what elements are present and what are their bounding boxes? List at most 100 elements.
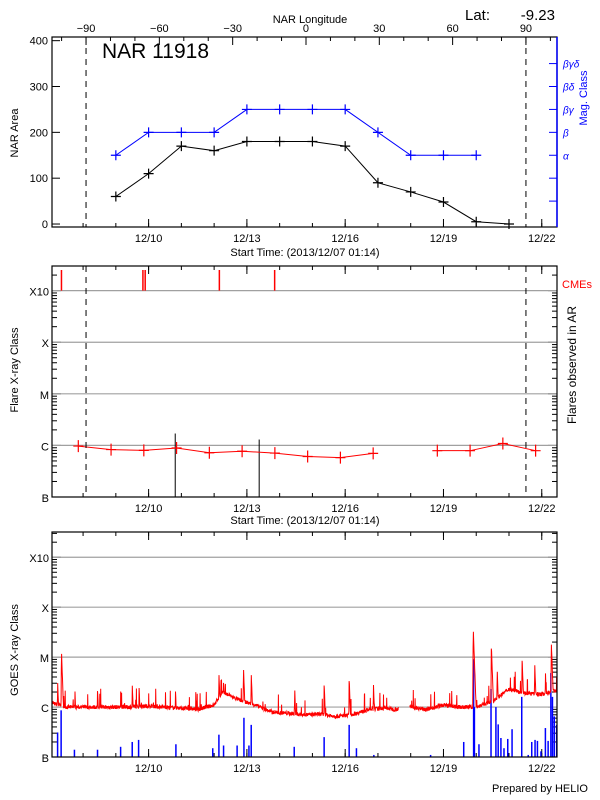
- x-tick-label: 12/16: [331, 763, 359, 775]
- x-tick-label: 12/16: [331, 233, 359, 245]
- x-tick-label: 12/10: [135, 503, 163, 515]
- mag-axis-title: Mag. Class: [578, 70, 590, 126]
- flare-level-marker: [269, 447, 280, 460]
- area-marker: [143, 168, 154, 179]
- lat-label: Lat:: [465, 7, 490, 24]
- top-axis-title: NAR Longitude: [273, 14, 348, 26]
- lon-tick-label: −60: [150, 23, 169, 35]
- flare-level-marker: [204, 446, 215, 459]
- mag-tick-label: α: [563, 151, 569, 162]
- area-marker: [241, 136, 252, 147]
- mag-marker: [340, 104, 351, 115]
- class-tick-label: M: [40, 390, 49, 402]
- panel-frame: [51, 531, 558, 758]
- flare-level-marker: [171, 442, 182, 455]
- flare-level-marker: [237, 445, 248, 458]
- mag-tick-label: βδ: [562, 83, 575, 94]
- mag-marker: [143, 127, 154, 138]
- goes-long-line: [51, 631, 558, 720]
- lon-tick-label: −90: [77, 23, 96, 35]
- mag-tick-label: β: [562, 128, 569, 139]
- lon-tick-label: −30: [223, 23, 242, 35]
- mag-tick-label: βγδ: [562, 60, 580, 71]
- mag-marker: [438, 150, 449, 161]
- mag-marker: [405, 150, 416, 161]
- flare-level-marker: [530, 444, 541, 457]
- x-tick-label: 12/16: [331, 503, 359, 515]
- area-marker: [307, 136, 318, 147]
- flare-level-marker: [497, 437, 508, 450]
- mag-line: [115, 108, 477, 156]
- mag-marker: [307, 104, 318, 115]
- mag-marker: [241, 104, 252, 115]
- x-tick-label: 12/13: [233, 763, 261, 775]
- area-marker: [274, 136, 285, 147]
- mag-marker: [176, 127, 187, 138]
- x-tick-label: 12/22: [528, 503, 556, 515]
- x-tick-label: 12/13: [233, 233, 261, 245]
- lon-tick-label: 60: [447, 23, 459, 35]
- flare-level-marker: [73, 440, 84, 453]
- x-tick-label: 12/10: [135, 763, 163, 775]
- class-tick-label: X: [42, 338, 50, 350]
- class-tick-label: X10: [29, 287, 49, 299]
- class-tick-label: C: [41, 703, 49, 715]
- class-tick-label: B: [42, 493, 49, 505]
- flare-axis-title: Flare X-ray Class: [9, 327, 21, 412]
- flare-level-line: [78, 445, 374, 459]
- lat-value: -9.23: [521, 7, 555, 24]
- y-tick-label: 400: [30, 36, 48, 48]
- y-tick-label: 0: [42, 219, 48, 231]
- class-tick-label: C: [41, 441, 49, 453]
- flares-ar-axis-title: Flares observed in AR: [565, 306, 579, 424]
- flare-level-marker: [465, 444, 476, 457]
- mag-tick-label: βγ: [562, 105, 575, 116]
- region-title: NAR 11918: [102, 40, 209, 63]
- panel1-time-title: Start Time: (2013/12/07 01:14): [230, 247, 379, 259]
- area-marker: [372, 177, 383, 188]
- panel2-time-title: Start Time: (2013/12/07 01:14): [230, 515, 379, 527]
- x-tick-label: 12/19: [430, 503, 458, 515]
- area-marker: [471, 216, 482, 227]
- class-tick-label: X: [42, 603, 50, 615]
- credit-text: Prepared by HELIO: [492, 783, 588, 795]
- area-line: [115, 141, 510, 225]
- flare-level-marker: [302, 450, 313, 463]
- x-tick-label: 12/19: [430, 233, 458, 245]
- x-tick-label: 12/19: [430, 763, 458, 775]
- x-tick-label: 12/13: [233, 503, 261, 515]
- y-tick-label: 100: [30, 173, 48, 185]
- x-tick-label: 12/22: [528, 233, 556, 245]
- cme-label: CMEs: [562, 279, 592, 291]
- mag-marker: [372, 127, 383, 138]
- area-marker: [405, 186, 416, 197]
- area-axis-title: NAR Area: [9, 108, 21, 158]
- y-tick-label: 300: [30, 82, 48, 94]
- class-tick-label: X10: [29, 553, 49, 565]
- class-tick-label: B: [42, 753, 49, 765]
- flare-level-line: [437, 442, 536, 452]
- panel-frame: [51, 36, 558, 228]
- lon-tick-label: 30: [373, 23, 385, 35]
- flare-level-marker: [106, 443, 117, 456]
- flare-level-marker: [138, 444, 149, 457]
- mag-marker: [110, 150, 121, 161]
- lon-tick-label: 90: [520, 23, 532, 35]
- flare-level-marker: [368, 447, 379, 460]
- area-marker: [176, 141, 187, 152]
- class-tick-label: M: [40, 653, 49, 665]
- area-marker: [340, 141, 351, 152]
- flare-level-marker: [432, 444, 443, 457]
- flare-level-marker: [335, 451, 346, 464]
- area-marker: [438, 197, 449, 208]
- area-marker: [209, 145, 220, 156]
- mag-marker: [274, 104, 285, 115]
- goes-axis-title: GOES X-ray Class: [9, 604, 21, 696]
- mag-marker: [471, 150, 482, 161]
- x-tick-label: 12/10: [135, 233, 163, 245]
- mag-marker: [209, 127, 220, 138]
- panel-frame: [51, 265, 558, 498]
- lon-tick-label: 0: [303, 23, 309, 35]
- y-tick-label: 200: [30, 127, 48, 139]
